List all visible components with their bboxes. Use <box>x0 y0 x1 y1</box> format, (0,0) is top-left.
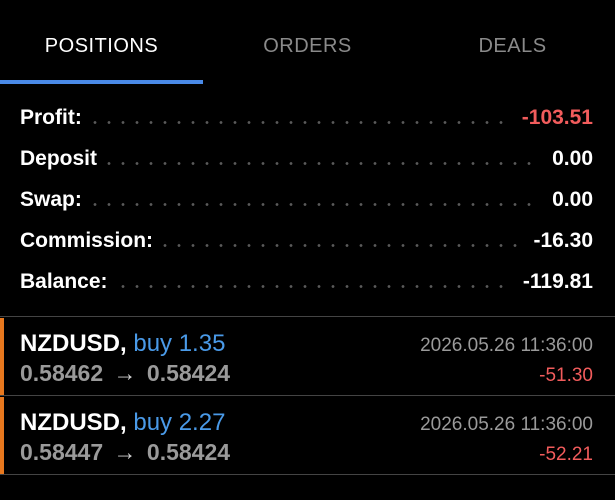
summary-row-swap: Swap: 0.00 <box>20 180 593 220</box>
open-price: 0.58447 <box>20 439 104 465</box>
position-row[interactable]: NZDUSD, buy 1.35 0.58462 → 0.58424 2026.… <box>0 317 615 395</box>
position-marker <box>0 397 4 474</box>
commission-value: -16.30 <box>521 229 593 253</box>
position-marker <box>0 318 4 395</box>
arrow-right-icon: → <box>113 360 137 386</box>
swap-value: 0.00 <box>540 188 593 212</box>
position-side-volume: buy 2.27 <box>133 409 226 436</box>
deposit-value: 0.00 <box>540 147 593 171</box>
summary-row-deposit: Deposit 0.00 <box>20 139 593 179</box>
arrow-right-icon: → <box>113 439 137 465</box>
dotted-leader <box>20 162 593 165</box>
profit-label: Profit: <box>20 106 92 130</box>
position-prices: 0.58447 → 0.58424 <box>20 439 230 466</box>
divider <box>0 316 615 317</box>
dotted-leader <box>20 121 593 124</box>
position-prices: 0.58462 → 0.58424 <box>20 360 230 387</box>
dotted-leader <box>20 244 593 247</box>
tab-deals[interactable]: DEALS <box>478 35 547 57</box>
position-header: NZDUSD, buy 2.27 <box>20 409 225 437</box>
divider <box>0 474 615 475</box>
tab-bar: POSITIONS ORDERS DEALS <box>0 0 615 84</box>
summary-row-balance: Balance: -119.81 <box>20 262 593 302</box>
position-profit: -51.30 <box>539 365 593 386</box>
active-tab-indicator <box>0 80 203 84</box>
position-side-volume: buy 1.35 <box>133 330 226 357</box>
position-row[interactable]: NZDUSD, buy 2.27 0.58447 → 0.58424 2026.… <box>0 396 615 474</box>
current-price: 0.58424 <box>146 360 231 386</box>
balance-label: Balance: <box>20 270 118 294</box>
summary-row-profit: Profit: -103.51 <box>20 98 593 138</box>
dotted-leader <box>20 203 593 206</box>
divider <box>0 395 615 396</box>
tab-orders[interactable]: ORDERS <box>263 35 352 57</box>
open-price: 0.58462 <box>20 360 104 386</box>
swap-label: Swap: <box>20 188 92 212</box>
commission-label: Commission: <box>20 229 164 253</box>
dotted-leader <box>20 285 593 288</box>
deposit-label: Deposit <box>20 147 108 171</box>
balance-value: -119.81 <box>510 270 593 294</box>
profit-value: -103.51 <box>509 106 593 130</box>
current-price: 0.58424 <box>146 439 231 465</box>
position-time: 2026.05.26 11:36:00 <box>420 335 593 356</box>
position-symbol: NZDUSD, <box>20 330 127 357</box>
position-symbol: NZDUSD, <box>20 409 127 436</box>
tab-positions[interactable]: POSITIONS <box>44 35 159 57</box>
position-header: NZDUSD, buy 1.35 <box>20 330 225 358</box>
summary-row-commission: Commission: -16.30 <box>20 221 593 261</box>
position-profit: -52.21 <box>539 444 593 465</box>
position-time: 2026.05.26 11:36:00 <box>420 414 593 435</box>
